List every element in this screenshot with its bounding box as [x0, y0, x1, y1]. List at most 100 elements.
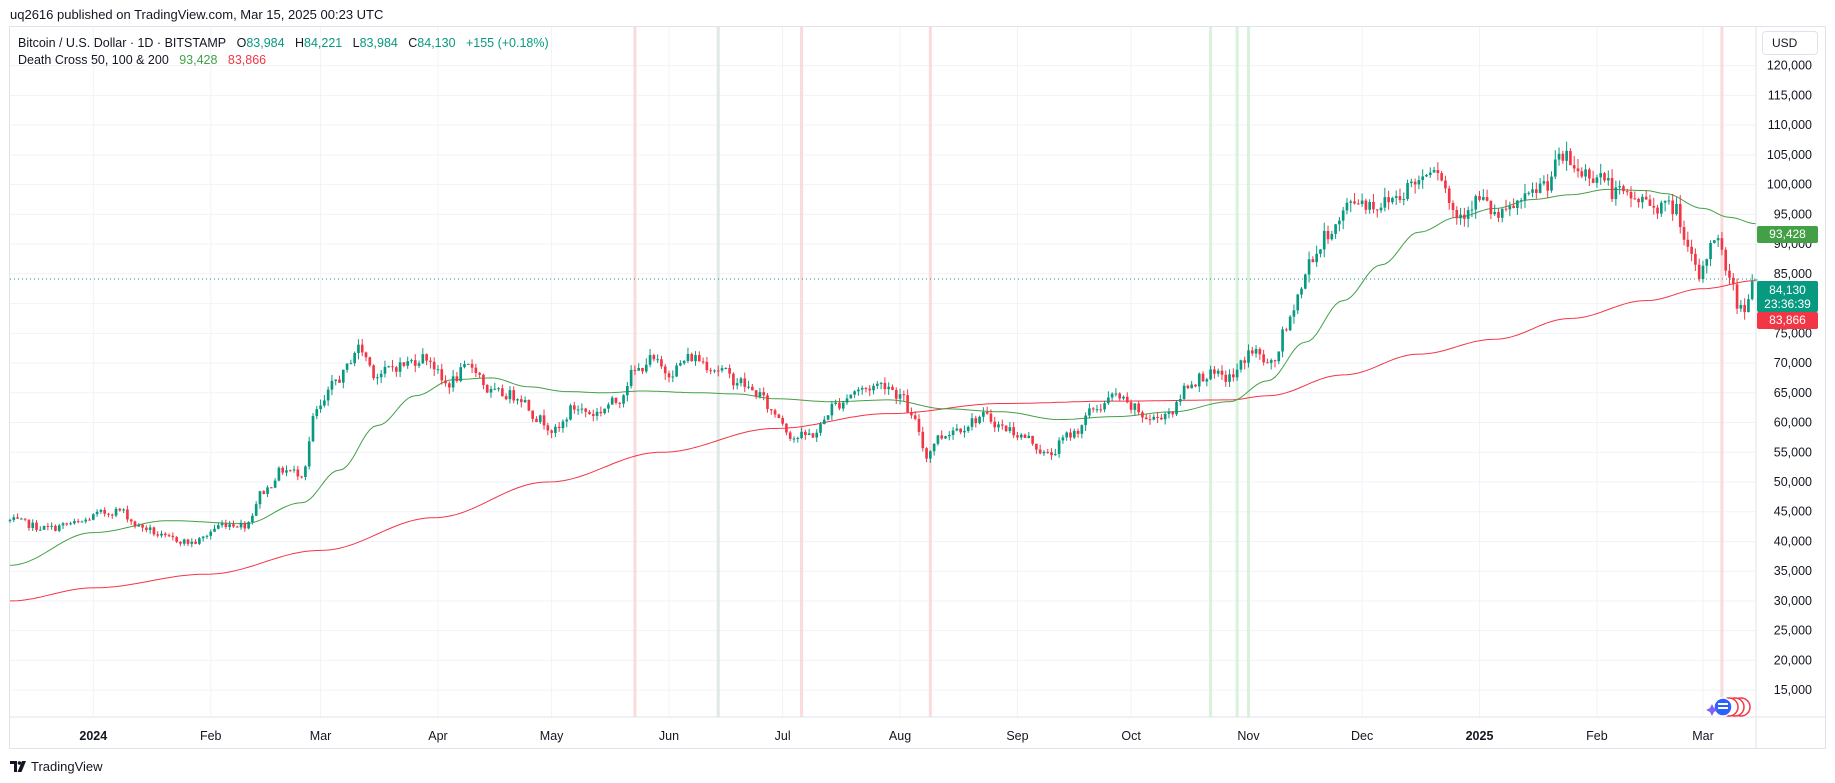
candle — [667, 370, 671, 383]
candle — [1088, 403, 1091, 419]
candle-body — [1656, 207, 1659, 214]
candle — [860, 385, 864, 395]
candle — [1148, 414, 1152, 425]
y-tick-label: 40,000 — [1774, 534, 1812, 548]
candle — [129, 518, 133, 525]
candle — [1663, 200, 1667, 212]
grid-layer — [10, 27, 1756, 717]
candle — [754, 390, 758, 400]
candle — [868, 385, 872, 397]
candle-body — [614, 397, 618, 403]
candle — [1387, 190, 1390, 210]
candle-body — [773, 410, 777, 415]
candle-body — [936, 435, 940, 444]
candle-body — [1743, 304, 1746, 313]
x-tick-label: Nov — [1237, 729, 1260, 743]
candle — [1489, 200, 1493, 220]
candle-body — [194, 541, 197, 544]
candle — [1455, 206, 1459, 225]
candle-body — [875, 383, 879, 386]
candle-body — [1561, 153, 1565, 161]
candle — [629, 365, 633, 389]
candle-body — [1088, 408, 1091, 416]
candle-body — [80, 521, 84, 523]
candle — [1334, 223, 1337, 239]
candle-body — [997, 424, 1000, 428]
currency-button[interactable]: USD — [1762, 31, 1818, 55]
candle-body — [1603, 173, 1606, 181]
candle — [141, 524, 144, 532]
candle-body — [1326, 230, 1330, 240]
candle-body — [554, 426, 557, 433]
candle-body — [1535, 189, 1538, 193]
candle-body — [1080, 425, 1084, 434]
symbol-title: Bitcoin / U.S. Dollar · 1D · BITSTAMP — [18, 36, 227, 50]
candle — [440, 363, 444, 385]
candle — [368, 356, 372, 368]
candle-body — [1750, 281, 1754, 300]
candle — [1110, 392, 1114, 402]
candle-body — [1538, 183, 1542, 193]
candle-body — [1050, 452, 1053, 456]
last-price-value: 84,130 — [1769, 283, 1806, 297]
candle-body — [474, 367, 478, 374]
candle — [1050, 448, 1053, 460]
candle-body — [1247, 350, 1250, 363]
candle — [929, 450, 932, 463]
candle — [220, 520, 224, 528]
candle — [1724, 247, 1728, 276]
candle — [1035, 443, 1038, 454]
open-value: 83,984 — [246, 36, 285, 50]
candle-body — [781, 418, 784, 424]
candle-body — [110, 514, 114, 516]
candle-body — [114, 508, 118, 516]
x-tick-label: Feb — [1586, 729, 1608, 743]
candle — [73, 518, 76, 525]
candle — [622, 394, 625, 408]
candle — [894, 387, 898, 404]
candle-body — [319, 405, 322, 410]
candle — [648, 348, 652, 368]
candle — [1194, 384, 1197, 388]
candle-body — [145, 527, 148, 530]
indicator-legend-row[interactable]: Death Cross 50, 100 & 200 93,428 83,866 — [18, 52, 549, 69]
candle-body — [1739, 304, 1743, 309]
candle — [413, 354, 417, 373]
candle-body — [826, 415, 830, 420]
candle — [1277, 351, 1281, 365]
candle — [1152, 414, 1156, 421]
candle-body — [1663, 200, 1667, 203]
candle — [296, 465, 300, 481]
candle — [402, 362, 406, 368]
candle-body — [1338, 220, 1341, 225]
candle-body — [262, 491, 266, 494]
candle — [1103, 400, 1106, 413]
event-badges[interactable] — [1706, 695, 1754, 721]
candle — [607, 402, 610, 413]
candle-body — [1054, 453, 1057, 456]
candle — [732, 372, 735, 390]
candle-body — [1686, 239, 1690, 247]
candle-body — [182, 539, 186, 544]
candle-body — [1178, 399, 1182, 402]
tradingview-logo[interactable]: TradingView — [10, 759, 103, 774]
candle-body — [1341, 210, 1345, 221]
candle-body — [368, 357, 372, 366]
symbol-legend-row[interactable]: Bitcoin / U.S. Dollar · 1D · BITSTAMP O8… — [18, 35, 549, 52]
candle-body — [394, 367, 398, 372]
candle-body — [1269, 360, 1273, 363]
candle-body — [429, 360, 432, 362]
candle — [1175, 400, 1178, 416]
candle-body — [440, 369, 444, 381]
candle-body — [1576, 168, 1580, 172]
change-value: +155 (+0.18%) — [465, 36, 549, 50]
candle — [1641, 193, 1644, 209]
candle — [512, 386, 516, 404]
candle — [925, 447, 928, 463]
candle — [1599, 163, 1603, 185]
candle — [152, 526, 156, 537]
candle — [485, 384, 489, 394]
candle-body — [1455, 210, 1459, 219]
candle — [527, 399, 531, 412]
